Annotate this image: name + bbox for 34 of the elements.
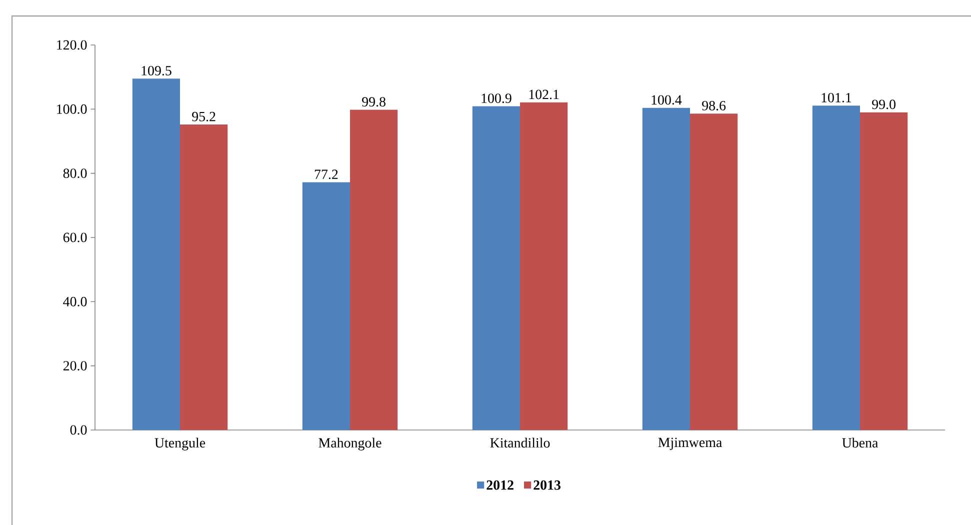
y-tick-label: 60.0 xyxy=(63,232,87,242)
x-tick-label: Ubena xyxy=(842,438,878,448)
y-tick-label: 0.0 xyxy=(70,425,87,435)
y-tick-label: 40.0 xyxy=(63,296,87,306)
bar xyxy=(860,112,908,430)
data-label: 77.2 xyxy=(314,170,338,180)
legend-label: 2012 xyxy=(486,480,514,490)
data-label: 101.1 xyxy=(822,92,852,102)
data-label: 95.2 xyxy=(192,112,216,122)
y-tick-label: 100.0 xyxy=(57,104,87,114)
bar xyxy=(302,182,350,430)
bar xyxy=(690,114,738,430)
data-label: 100.9 xyxy=(482,94,512,104)
bar xyxy=(642,108,690,430)
bar xyxy=(132,78,180,430)
y-tick-label: 120.0 xyxy=(57,40,87,50)
x-tick-label: Mjimwema xyxy=(658,438,722,450)
data-label: 99.8 xyxy=(362,97,386,107)
x-tick-label: Utengule xyxy=(154,438,206,450)
data-label: 98.6 xyxy=(702,100,726,110)
data-label: 109.5 xyxy=(142,66,172,76)
y-tick-label: 80.0 xyxy=(63,168,87,178)
bar xyxy=(180,124,228,430)
data-label: 100.4 xyxy=(652,95,682,105)
data-label: 99.0 xyxy=(872,100,896,110)
legend-label: 2013 xyxy=(534,480,561,490)
bar xyxy=(812,106,860,430)
bar xyxy=(350,110,398,430)
bar xyxy=(520,102,568,430)
x-tick-label: Mahongole xyxy=(318,438,382,450)
bar xyxy=(472,106,520,430)
y-tick-label: 20.0 xyxy=(63,361,87,371)
x-tick-label: Kitandililo xyxy=(490,438,550,448)
data-label: 102.1 xyxy=(529,90,559,100)
